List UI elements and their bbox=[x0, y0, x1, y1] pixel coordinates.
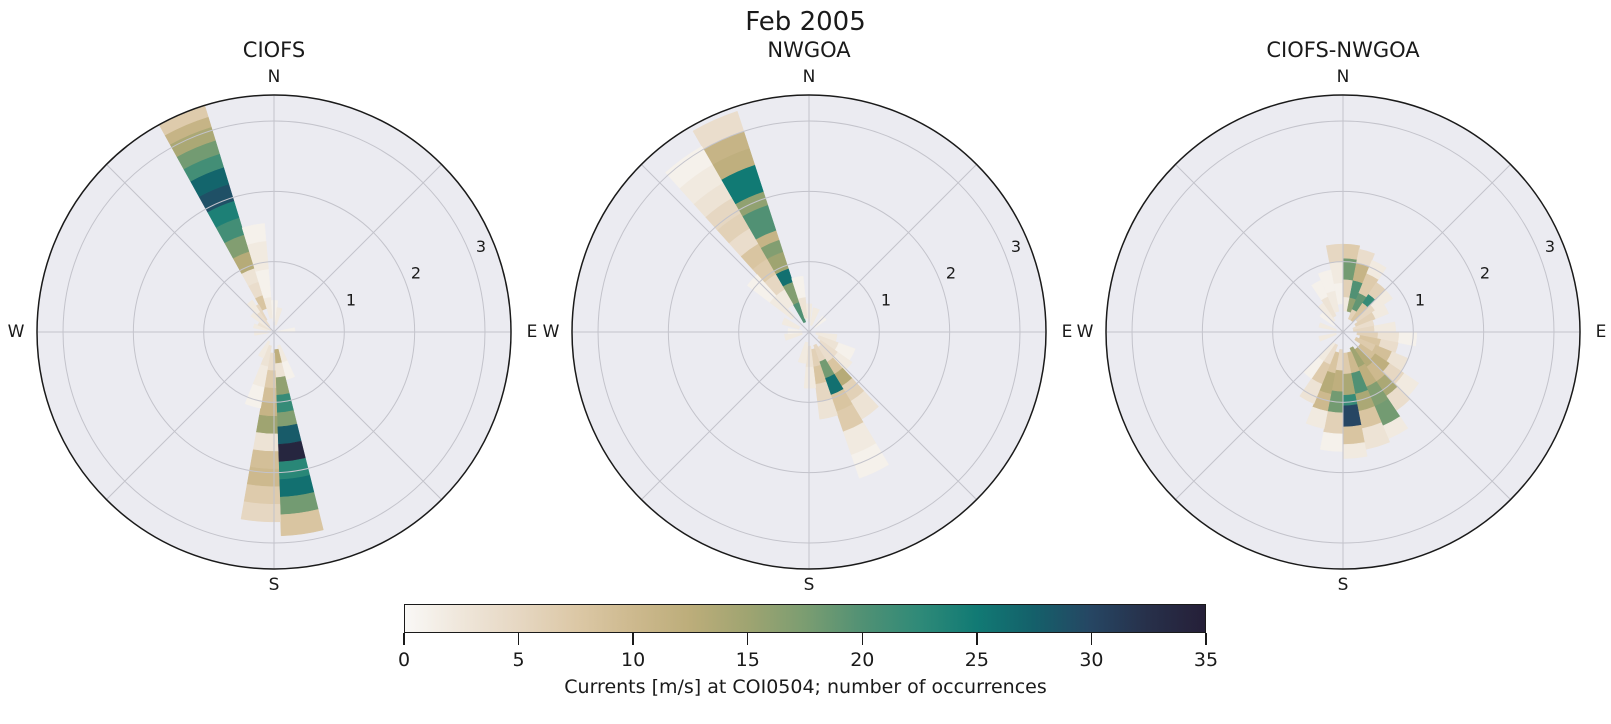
rose-wedge-segment bbox=[257, 340, 271, 359]
cardinal-label-south: S bbox=[1338, 575, 1349, 595]
radial-tick-label: 2 bbox=[411, 264, 421, 283]
rose-wedge-segment bbox=[803, 366, 817, 389]
colorbar-tick-mark bbox=[1205, 633, 1207, 645]
rose-wedge-segment bbox=[665, 145, 713, 189]
colorbar-tick-mark bbox=[403, 633, 405, 645]
cardinal-label-north: N bbox=[803, 67, 816, 87]
colorbar-gradient bbox=[404, 604, 1206, 633]
rose-wedge-segment bbox=[851, 443, 890, 479]
rose-wedge-segment bbox=[1342, 393, 1358, 407]
polar-spine bbox=[571, 94, 1047, 570]
rose-wedge-segment bbox=[781, 317, 801, 330]
cardinal-label-south: S bbox=[269, 575, 280, 595]
rose-wedge-segment bbox=[1342, 243, 1361, 260]
rose-wedge-segment bbox=[1317, 269, 1336, 294]
cardinal-label-east: E bbox=[1596, 322, 1607, 342]
colorbar-tick-mark bbox=[976, 633, 978, 645]
colorbar-tick-mark bbox=[1090, 633, 1093, 645]
angular-gridline bbox=[1175, 164, 1344, 333]
rose-wedge-segment bbox=[276, 410, 298, 428]
angular-gridline bbox=[641, 331, 810, 500]
subplot-title: CIOFS bbox=[243, 38, 305, 62]
angular-gridline bbox=[808, 164, 977, 333]
rose-charts-canvas: 1 2 3 N E S W CIOFS 1 2 3 N E S W NWGOA 1 2 3 N E S W CIOFS-NWG… bbox=[8, 38, 1607, 595]
angular-gridline bbox=[106, 164, 275, 333]
colorbar-tick-mark bbox=[517, 633, 520, 645]
angular-gridline bbox=[1175, 331, 1344, 500]
cardinal-label-east: E bbox=[1062, 322, 1073, 342]
cardinal-label-north: N bbox=[268, 67, 281, 87]
cardinal-label-west: W bbox=[1077, 322, 1094, 342]
rose-plot: 1 2 3 N E S W CIOFS bbox=[8, 38, 538, 595]
subplot-title: NWGOA bbox=[767, 38, 851, 62]
rose-wedge-segment bbox=[1319, 431, 1344, 452]
rose-wedge-segment bbox=[257, 321, 272, 331]
angular-gridline bbox=[273, 164, 442, 333]
cardinal-label-south: S bbox=[804, 575, 815, 595]
subplot-title: CIOFS-NWGOA bbox=[1266, 38, 1420, 62]
rose-wedge-segment bbox=[791, 275, 806, 299]
radial-tick-label: 3 bbox=[1545, 237, 1555, 256]
rose-wedge-segment bbox=[815, 332, 838, 342]
colorbar-tick-label: 20 bbox=[850, 649, 875, 671]
colorbar-tick-label: 15 bbox=[735, 649, 760, 671]
radial-tick-label: 2 bbox=[1480, 264, 1490, 283]
radial-tick-label: 1 bbox=[346, 291, 356, 310]
radial-tick-label: 2 bbox=[946, 264, 956, 283]
rose-wedge-segment bbox=[797, 341, 809, 364]
cardinal-label-north: N bbox=[1337, 67, 1350, 87]
rose-wedge-segment bbox=[244, 383, 265, 409]
radial-tick-label: 3 bbox=[1011, 237, 1021, 256]
angular-gridline bbox=[1342, 164, 1511, 333]
rose-wedge-segment bbox=[1318, 332, 1337, 342]
rose-wedge-segment bbox=[274, 307, 283, 326]
radial-tick-label: 3 bbox=[476, 237, 486, 256]
rose-wedge-segment bbox=[1342, 442, 1368, 459]
angular-gridline bbox=[273, 331, 442, 500]
rose-wedge-segment bbox=[240, 501, 281, 523]
figure-title: Feb 2005 bbox=[745, 7, 866, 37]
colorbar-label: Currents [m/s] at COI0504; number of occ… bbox=[564, 676, 1047, 698]
polar-spine bbox=[1105, 94, 1581, 570]
rose-wedge-segment bbox=[1318, 322, 1337, 331]
rose-wedge-segment bbox=[277, 440, 306, 463]
colorbar-tick-mark bbox=[861, 633, 863, 645]
colorbar-tick-label: 5 bbox=[512, 649, 525, 671]
angular-gridline bbox=[106, 331, 275, 500]
rose-wedge-segment bbox=[277, 423, 302, 445]
rose-wedge-segment bbox=[746, 274, 777, 303]
rose-wedge-segment bbox=[1342, 424, 1365, 445]
cardinal-label-west: W bbox=[8, 322, 25, 342]
cardinal-label-east: E bbox=[527, 322, 538, 342]
colorbar-tick-label: 25 bbox=[964, 649, 989, 671]
radial-tick-label: 1 bbox=[881, 291, 891, 310]
rose-wedge-segment bbox=[243, 484, 281, 505]
rose-wedge-segment bbox=[1305, 406, 1328, 429]
rose-wedge-segment bbox=[241, 223, 267, 245]
rose-wedge-segment bbox=[809, 307, 820, 326]
angular-gridline bbox=[808, 331, 977, 500]
cardinal-label-west: W bbox=[543, 322, 560, 342]
colorbar-tick-mark bbox=[632, 633, 634, 645]
colorbar-tick-label: 0 bbox=[397, 649, 411, 671]
rose-wedge-segment bbox=[1371, 304, 1389, 320]
colorbar-tick-label: 30 bbox=[1079, 649, 1104, 671]
rose-plot: 1 2 3 N E S W NWGOA bbox=[543, 38, 1073, 595]
angular-gridline bbox=[1342, 331, 1511, 500]
colorbar-tick-mark bbox=[747, 633, 749, 645]
rose-plot: 1 2 3 N E S W CIOFS-NWGOA bbox=[1077, 38, 1607, 595]
rose-wedge-segment bbox=[246, 466, 280, 487]
radial-tick-label: 1 bbox=[1415, 291, 1425, 310]
colorbar-tick-label: 35 bbox=[1193, 649, 1219, 671]
rose-wedge-segment bbox=[255, 303, 268, 321]
rose-wedge-segment bbox=[159, 105, 209, 136]
colorbar-tick-label: 10 bbox=[621, 649, 646, 671]
angular-gridline bbox=[641, 164, 810, 333]
polar-spine bbox=[36, 94, 512, 570]
